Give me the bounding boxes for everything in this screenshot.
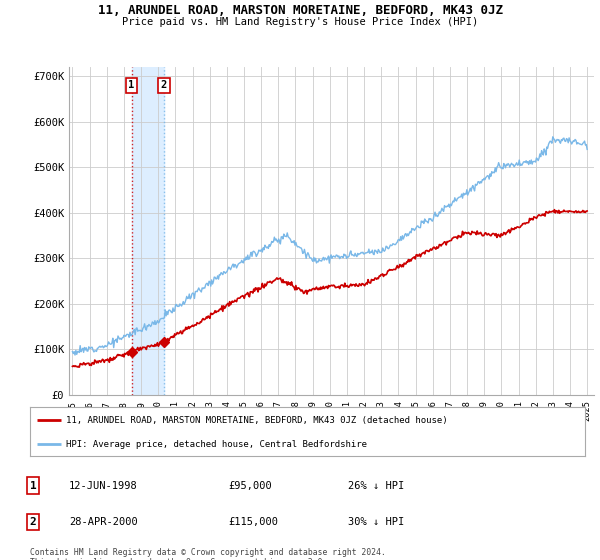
Text: 12-JUN-1998: 12-JUN-1998 — [69, 480, 138, 491]
Text: 11, ARUNDEL ROAD, MARSTON MORETAINE, BEDFORD, MK43 0JZ: 11, ARUNDEL ROAD, MARSTON MORETAINE, BED… — [97, 4, 503, 17]
Text: 11, ARUNDEL ROAD, MARSTON MORETAINE, BEDFORD, MK43 0JZ (detached house): 11, ARUNDEL ROAD, MARSTON MORETAINE, BED… — [66, 416, 448, 425]
Text: 28-APR-2000: 28-APR-2000 — [69, 517, 138, 527]
Text: £95,000: £95,000 — [228, 480, 272, 491]
Text: 2: 2 — [29, 517, 37, 527]
Text: £115,000: £115,000 — [228, 517, 278, 527]
Text: 26% ↓ HPI: 26% ↓ HPI — [348, 480, 404, 491]
Text: 1: 1 — [29, 480, 37, 491]
Bar — [131, 67, 164, 395]
Text: Price paid vs. HM Land Registry's House Price Index (HPI): Price paid vs. HM Land Registry's House … — [122, 17, 478, 27]
Text: 1: 1 — [128, 81, 135, 90]
Text: 30% ↓ HPI: 30% ↓ HPI — [348, 517, 404, 527]
Text: Contains HM Land Registry data © Crown copyright and database right 2024.
This d: Contains HM Land Registry data © Crown c… — [30, 548, 386, 560]
Text: HPI: Average price, detached house, Central Bedfordshire: HPI: Average price, detached house, Cent… — [66, 440, 367, 449]
Text: 2: 2 — [161, 81, 167, 90]
